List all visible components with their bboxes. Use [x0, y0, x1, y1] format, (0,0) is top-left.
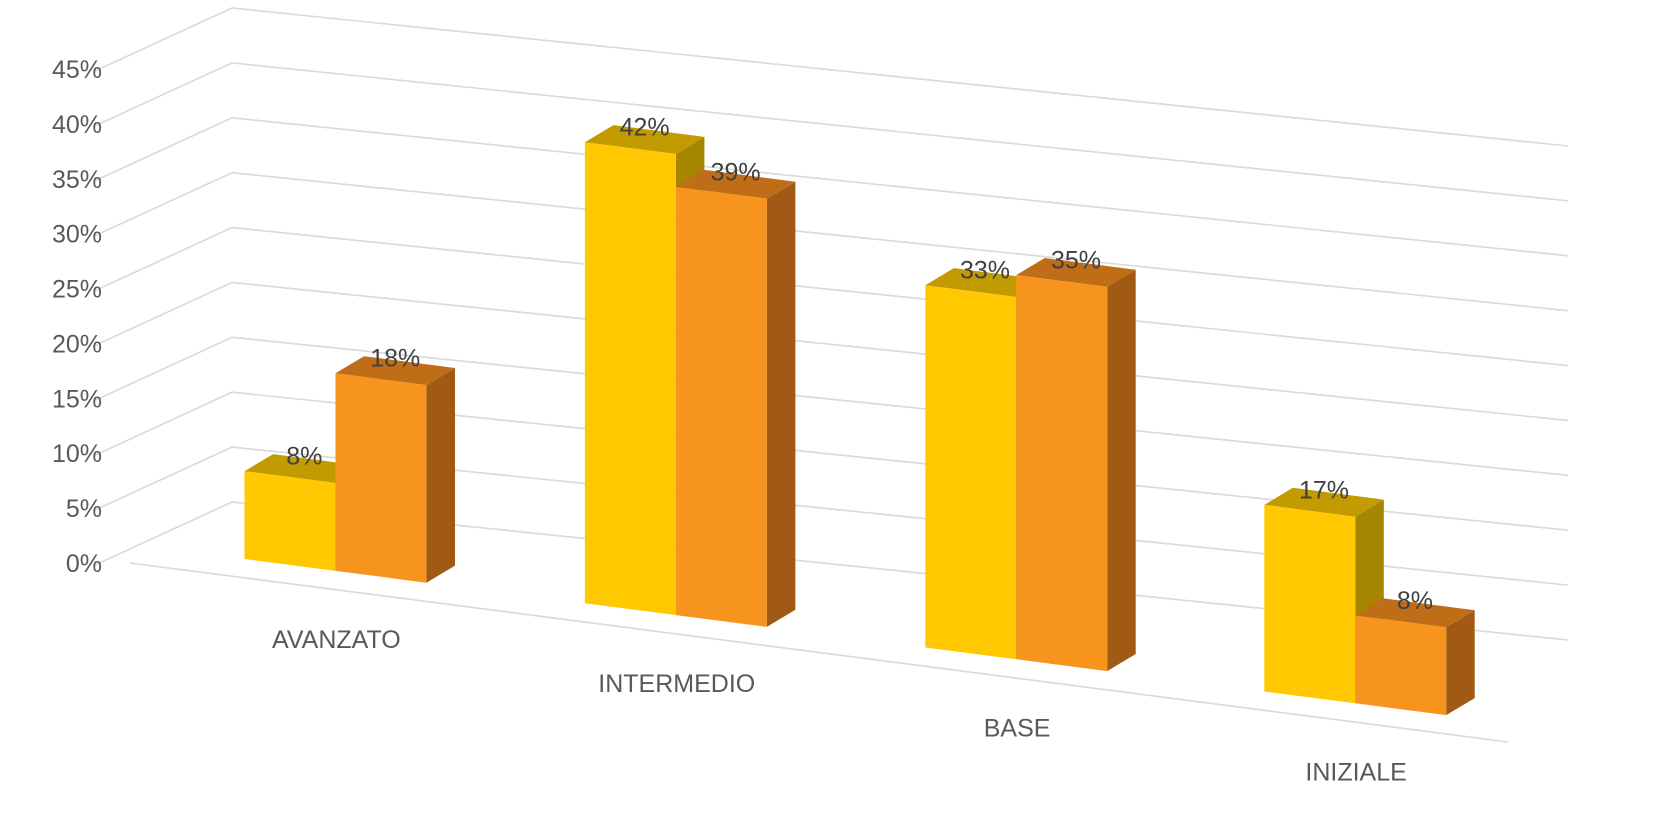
bar-side: [426, 368, 455, 583]
data-labels: 8% 18% 42% 39% 33% 35% 17% 8%: [286, 114, 1433, 615]
data-label: 8%: [286, 443, 322, 471]
bar: [675, 186, 767, 627]
category-label: BASE: [984, 714, 1051, 742]
data-label: 39%: [711, 158, 761, 186]
gridline: [94, 116, 1569, 257]
y-axis-ticks: 0% 5% 10% 15% 20% 25% 30% 35% 40% 45%: [52, 56, 102, 578]
bar: [1355, 615, 1447, 716]
y-tick-label: 30%: [52, 221, 102, 249]
gridline: [94, 171, 1569, 312]
data-label: 35%: [1051, 246, 1101, 274]
category-label: INIZIALE: [1305, 758, 1406, 786]
bar: [925, 285, 1017, 660]
data-label: 18%: [370, 345, 420, 373]
data-label: 17%: [1299, 476, 1349, 504]
x-axis-categories: AVANZATO INTERMEDIO BASE INIZIALE: [272, 626, 1407, 786]
category-label: INTERMEDIO: [598, 670, 755, 698]
data-label: 33%: [960, 257, 1010, 285]
gridline: [94, 62, 1569, 202]
y-tick-label: 10%: [52, 440, 102, 468]
bar: [244, 471, 336, 571]
bar: [1016, 275, 1108, 672]
bar-side: [1446, 610, 1475, 716]
bar-top: [335, 356, 455, 386]
floor-edge: [129, 562, 1509, 743]
y-tick-label: 25%: [52, 276, 102, 304]
y-tick-label: 0%: [66, 550, 102, 578]
gridlines: [94, 7, 1569, 743]
bar-top: [925, 268, 1045, 297]
bar: [1264, 504, 1356, 704]
bar: [335, 373, 427, 583]
gridline: [94, 7, 1569, 147]
y-tick-label: 20%: [52, 330, 102, 358]
category-label: AVANZATO: [272, 626, 401, 654]
bar-top: [584, 125, 705, 154]
y-tick-label: 45%: [52, 56, 102, 84]
y-tick-label: 35%: [52, 166, 102, 194]
data-label: 42%: [620, 114, 670, 142]
bar-top: [1355, 598, 1475, 628]
bar-side: [1107, 269, 1136, 672]
bar-side: [766, 181, 796, 627]
bar-top: [675, 169, 796, 199]
y-tick-label: 5%: [66, 495, 102, 523]
y-tick-label: 40%: [52, 111, 102, 139]
bar-top: [1016, 258, 1136, 287]
y-tick-label: 15%: [52, 385, 102, 413]
bar: [584, 142, 676, 616]
data-label: 8%: [1397, 587, 1433, 615]
bars: [244, 125, 1475, 716]
bar-top: [244, 454, 364, 483]
bar-top: [1264, 487, 1384, 517]
